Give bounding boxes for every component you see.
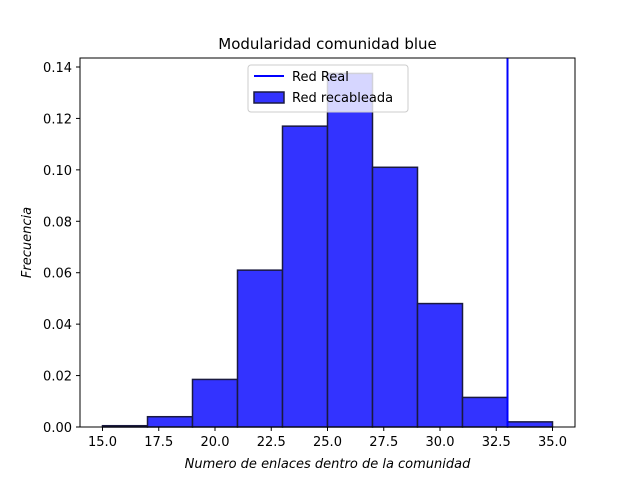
x-tick-label-3: 22.5 [257,435,286,450]
plot-bars [101,72,554,428]
x-tick-label-1: 17.5 [144,435,173,450]
y-tick-label-6: 0.12 [43,112,72,127]
y-axis: 0.00 0.02 0.04 0.06 0.08 0.10 0.12 0.14 [43,61,80,436]
histogram-bar-3 [236,269,284,428]
legend-entry-red-recableada: Red recableada [292,91,393,106]
histogram-bar-9 [506,421,554,428]
x-tick-label-2: 20.0 [201,435,230,450]
chart-title: Modularidad comunidad blue [218,35,437,53]
x-tick-label-6: 30.0 [426,435,455,450]
y-tick-label-7: 0.14 [43,61,72,76]
x-axis-label: Numero de enlaces dentro de la comunidad [185,457,471,472]
y-tick-label-5: 0.10 [43,164,72,179]
legend-box [247,64,409,113]
x-tick-label-7: 32.5 [482,435,511,450]
histogram-bar-4 [281,125,329,428]
y-tick-label-2: 0.04 [43,318,72,333]
y-tick-label-3: 0.06 [43,267,72,282]
histogram-bar-1 [146,415,194,428]
histogram-bar-5 [326,72,374,428]
legend-bar-swatch [253,91,285,104]
histogram-bar-7 [416,302,464,428]
x-tick-label-0: 15.0 [88,435,117,450]
histogram-bar-2 [191,378,239,428]
x-tick-label-5: 27.5 [369,435,398,450]
x-tick-label-8: 35.0 [538,435,567,450]
x-axis: 15.0 17.5 20.0 22.5 25.0 27.5 30.0 32.5 35.0 [88,427,567,450]
y-tick-label-4: 0.08 [43,215,72,230]
legend: Red Real Red recableada [247,64,409,113]
x-tick-label-4: 25.0 [313,435,342,450]
legend-entry-red-real: Red Real [292,70,349,85]
y-tick-label-0: 0.00 [43,421,72,436]
histogram-bar-8 [461,396,509,428]
histogram-bar-6 [371,166,419,428]
y-axis-label: Frecuencia [20,207,35,278]
y-tick-label-1: 0.02 [43,370,72,385]
